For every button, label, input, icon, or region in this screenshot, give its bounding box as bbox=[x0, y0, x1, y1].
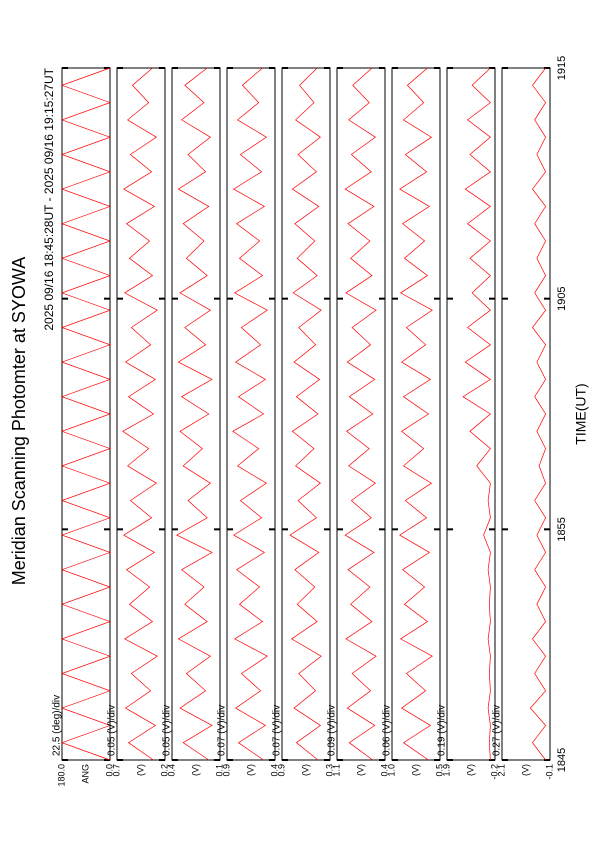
panel-scale-label: 0.07 (V)/div bbox=[217, 705, 228, 756]
chart-title: Meridian Scanning Photomter at SYOWA bbox=[9, 257, 29, 585]
panel-unit: (V) bbox=[245, 764, 255, 776]
panel-frame bbox=[501, 67, 551, 761]
data-line bbox=[122, 67, 158, 761]
data-line bbox=[529, 67, 547, 761]
panel-frame bbox=[281, 67, 331, 761]
panel-frame bbox=[446, 67, 496, 761]
y-tick-label: 0.9 bbox=[221, 764, 231, 777]
panel-scale-label: 0.05 (V)/div bbox=[162, 705, 173, 756]
y-tick-label: 1.0 bbox=[386, 764, 396, 777]
y-tick-label: 0.7 bbox=[111, 764, 121, 777]
x-tick-label: 1905 bbox=[556, 286, 568, 310]
panel-frame bbox=[336, 67, 386, 761]
panel-scale-label: 22.5 (deg)/div bbox=[52, 695, 63, 756]
y-tick-label: 1.1 bbox=[331, 764, 341, 777]
panel-frame bbox=[226, 67, 276, 761]
y-tick-label: -0.2 bbox=[489, 764, 499, 780]
y-tick-label: 2.1 bbox=[496, 764, 506, 777]
panel-scale-label: 0.19 (V)/div bbox=[437, 705, 448, 756]
y-tick-label: 1.9 bbox=[441, 764, 451, 777]
chart-subtitle: 2025 09/16 18:45:28UT - 2025 09/16 19:15… bbox=[42, 67, 56, 330]
panel-scale-label: 0.09 (V)/div bbox=[327, 705, 338, 756]
data-line bbox=[289, 67, 322, 761]
panel-unit: (V) bbox=[355, 764, 365, 776]
panel-unit: (V) bbox=[135, 764, 145, 776]
panel-scale-label: 0.07 (V)/div bbox=[272, 705, 283, 756]
y-tick-label: 0.4 bbox=[166, 764, 176, 777]
panel-unit: (V) bbox=[300, 764, 310, 776]
data-line bbox=[232, 67, 268, 761]
x-tick-label: 1915 bbox=[556, 56, 568, 80]
panel-unit: (V) bbox=[410, 764, 420, 776]
x-tick-label: 1845 bbox=[556, 748, 568, 772]
panel-frame bbox=[391, 67, 441, 761]
y-tick-label: 0.0 bbox=[104, 764, 114, 777]
panel-unit: (V) bbox=[465, 764, 475, 776]
data-line bbox=[60, 67, 112, 761]
y-tick-label: 0.5 bbox=[434, 764, 444, 777]
y-tick-label: 0.4 bbox=[269, 764, 279, 777]
panel-scale-label: 0.27 (V)/div bbox=[492, 705, 503, 756]
data-line bbox=[344, 67, 377, 761]
y-tick-label: 0.3 bbox=[324, 764, 334, 777]
panel-scale-label: 0.05 (V)/div bbox=[107, 705, 118, 756]
panel-scale-label: 0.06 (V)/div bbox=[382, 705, 393, 756]
data-line bbox=[462, 67, 492, 761]
y-tick-label: 0.4 bbox=[379, 764, 389, 777]
y-tick-label: 180.0 bbox=[56, 764, 66, 787]
data-line bbox=[399, 67, 433, 761]
y-tick-label: 0.9 bbox=[276, 764, 286, 777]
y-tick-label: -0.1 bbox=[544, 764, 554, 780]
y-tick-label: 0.2 bbox=[159, 764, 169, 777]
panel-unit: (V) bbox=[520, 764, 530, 776]
panel-frame bbox=[116, 67, 166, 761]
panel-unit: (V) bbox=[190, 764, 200, 776]
panel-frame bbox=[61, 67, 111, 761]
panel-unit: ANG bbox=[80, 764, 90, 784]
data-line bbox=[176, 67, 213, 761]
x-axis-label: TIME(UT) bbox=[573, 383, 589, 444]
x-tick-label: 1855 bbox=[556, 517, 568, 541]
panel-frame bbox=[171, 67, 221, 761]
y-tick-label: 0.1 bbox=[214, 764, 224, 777]
